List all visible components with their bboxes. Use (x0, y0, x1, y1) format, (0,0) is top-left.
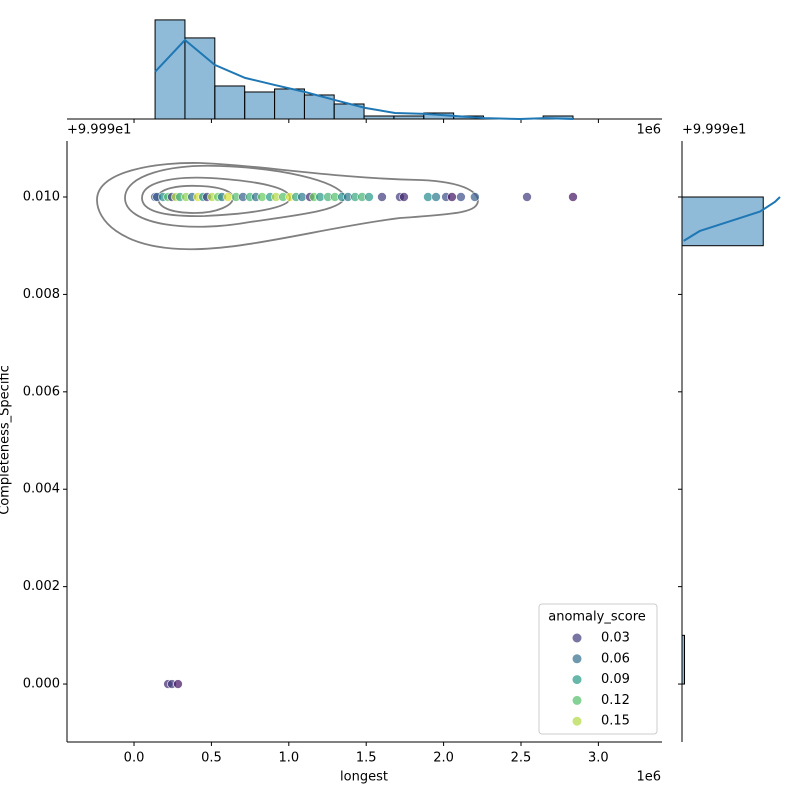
scatter-point (257, 192, 267, 202)
histogram-bar (244, 91, 276, 120)
x-offset: 1e6 (636, 770, 661, 785)
histogram-bar (363, 115, 395, 120)
y-tick-label: 0.008 (23, 287, 60, 302)
histogram-bar (681, 634, 686, 685)
scatter-point (447, 192, 457, 202)
contours (96, 162, 479, 251)
x-tick-label: 2.5 (511, 751, 532, 766)
y-axis-label: Completeness_Specific (0, 365, 13, 515)
legend-label: 0.12 (601, 693, 630, 708)
scatter-point (431, 192, 441, 202)
legend-marker (572, 654, 582, 664)
x-tick-label: 3.0 (588, 751, 609, 766)
legend-label: 0.06 (601, 651, 630, 666)
scatter-point (522, 192, 532, 202)
legend-label: 0.09 (601, 672, 630, 687)
scatter-point (297, 192, 307, 202)
histogram-bar (154, 19, 186, 120)
scatter-point (456, 192, 466, 202)
scatter-point (399, 192, 409, 202)
x-tick-label: 2.0 (433, 751, 454, 766)
scatter-point (223, 192, 233, 202)
y-tick-label: 0.004 (23, 482, 60, 497)
histogram-bar (184, 37, 216, 120)
x-tick-label: 1.5 (356, 751, 377, 766)
scatter-point (568, 192, 578, 202)
y-offset: +9.999e1 (67, 123, 131, 138)
legend-label: 0.03 (601, 631, 630, 646)
y-tick-label: 0.010 (23, 190, 60, 205)
scatter-point (364, 192, 374, 202)
legend-marker (572, 716, 582, 726)
scatter-point (377, 192, 387, 202)
kde-line (683, 196, 781, 242)
x-tick-label: 0.5 (201, 751, 222, 766)
scatter-point (423, 192, 433, 202)
legend-label: 0.15 (601, 714, 630, 729)
legend-title: anomaly_score (548, 610, 646, 625)
x-axis-label: longest (340, 770, 388, 785)
histogram-bar (274, 88, 305, 120)
x-tick-label: 1.0 (278, 751, 299, 766)
y-tick-label: 0.002 (23, 579, 60, 594)
legend-marker (572, 633, 582, 643)
contour (96, 162, 479, 251)
kde-line (154, 38, 574, 121)
x-offset: 1e6 (636, 123, 661, 138)
histogram-bar (393, 115, 425, 120)
histogram-bar (681, 196, 764, 247)
y-tick-label: 0.006 (23, 384, 60, 399)
legend-marker (572, 675, 582, 685)
legend-marker (572, 695, 582, 705)
histogram-bar (214, 85, 246, 120)
scatter-point (470, 192, 480, 202)
y-tick-label: 0.000 (23, 677, 60, 692)
legend-box (538, 603, 658, 735)
y-offset: +9.999e1 (682, 123, 746, 138)
x-tick-label: 0.0 (124, 751, 145, 766)
scatter-point (173, 679, 183, 689)
